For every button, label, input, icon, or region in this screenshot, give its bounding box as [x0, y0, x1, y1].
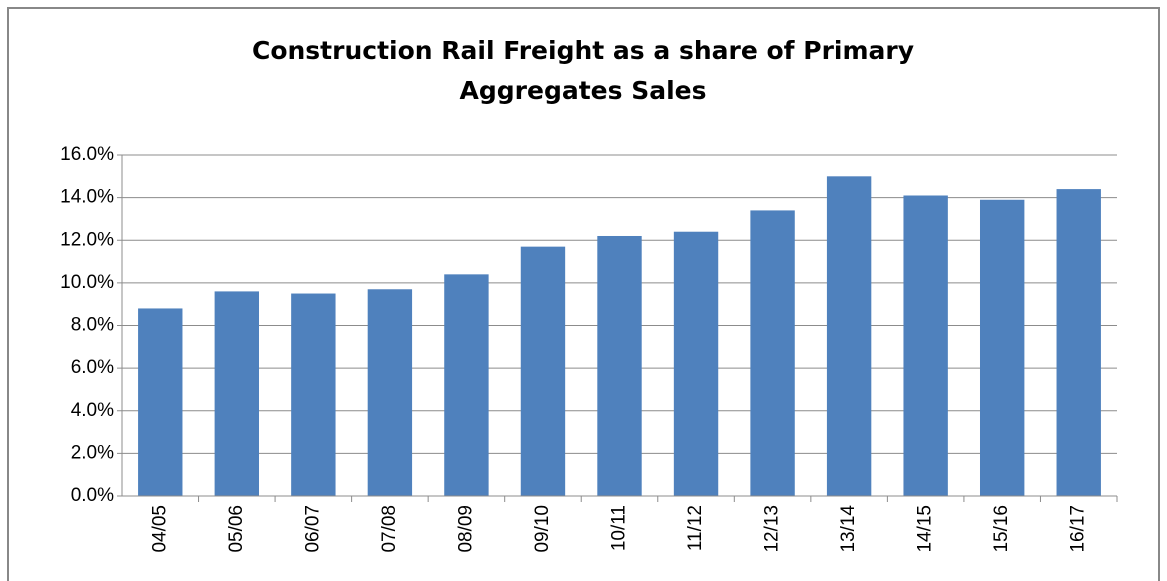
y-tick-label: 0.0%	[71, 485, 114, 506]
x-tick-label: 09/10	[532, 505, 553, 553]
y-tick-label: 16.0%	[60, 144, 114, 165]
x-tick-label: 08/09	[455, 505, 476, 553]
x-tick-label: 04/05	[149, 505, 170, 553]
y-tick-label: 2.0%	[71, 442, 114, 463]
y-tick-label: 10.0%	[60, 272, 114, 293]
x-tick-label: 16/17	[1068, 505, 1089, 553]
bar	[750, 210, 795, 496]
x-tick-label: 05/06	[226, 505, 247, 553]
y-tick-label: 14.0%	[60, 187, 114, 208]
x-tick-label: 11/12	[685, 505, 706, 551]
chart-title: Construction Rail Freight as a share of …	[252, 36, 914, 65]
bar	[979, 199, 1025, 496]
bar	[673, 231, 719, 496]
y-tick-label: 6.0%	[71, 357, 114, 378]
chart-title: Aggregates Sales	[460, 76, 707, 105]
x-tick-label: 14/15	[915, 505, 936, 553]
x-tick-label: 07/08	[379, 505, 400, 553]
x-tick-label: 12/13	[762, 505, 783, 553]
bar	[520, 246, 566, 496]
x-tick-label: 10/11	[609, 505, 630, 551]
chart-frame	[7, 7, 1160, 581]
bar	[138, 308, 183, 496]
bar	[903, 195, 948, 496]
x-tick-label: 13/14	[838, 505, 859, 553]
bar	[826, 176, 872, 496]
y-tick-label: 8.0%	[71, 315, 114, 336]
bar	[597, 235, 642, 497]
x-tick-label: 15/16	[991, 505, 1012, 553]
bar	[444, 274, 489, 496]
y-tick-label: 4.0%	[71, 400, 114, 421]
bar	[291, 293, 336, 496]
bar	[367, 289, 413, 496]
bar	[1056, 189, 1101, 496]
bar	[214, 291, 260, 496]
x-tick-label: 06/07	[302, 505, 323, 553]
y-tick-label: 12.0%	[60, 229, 114, 250]
